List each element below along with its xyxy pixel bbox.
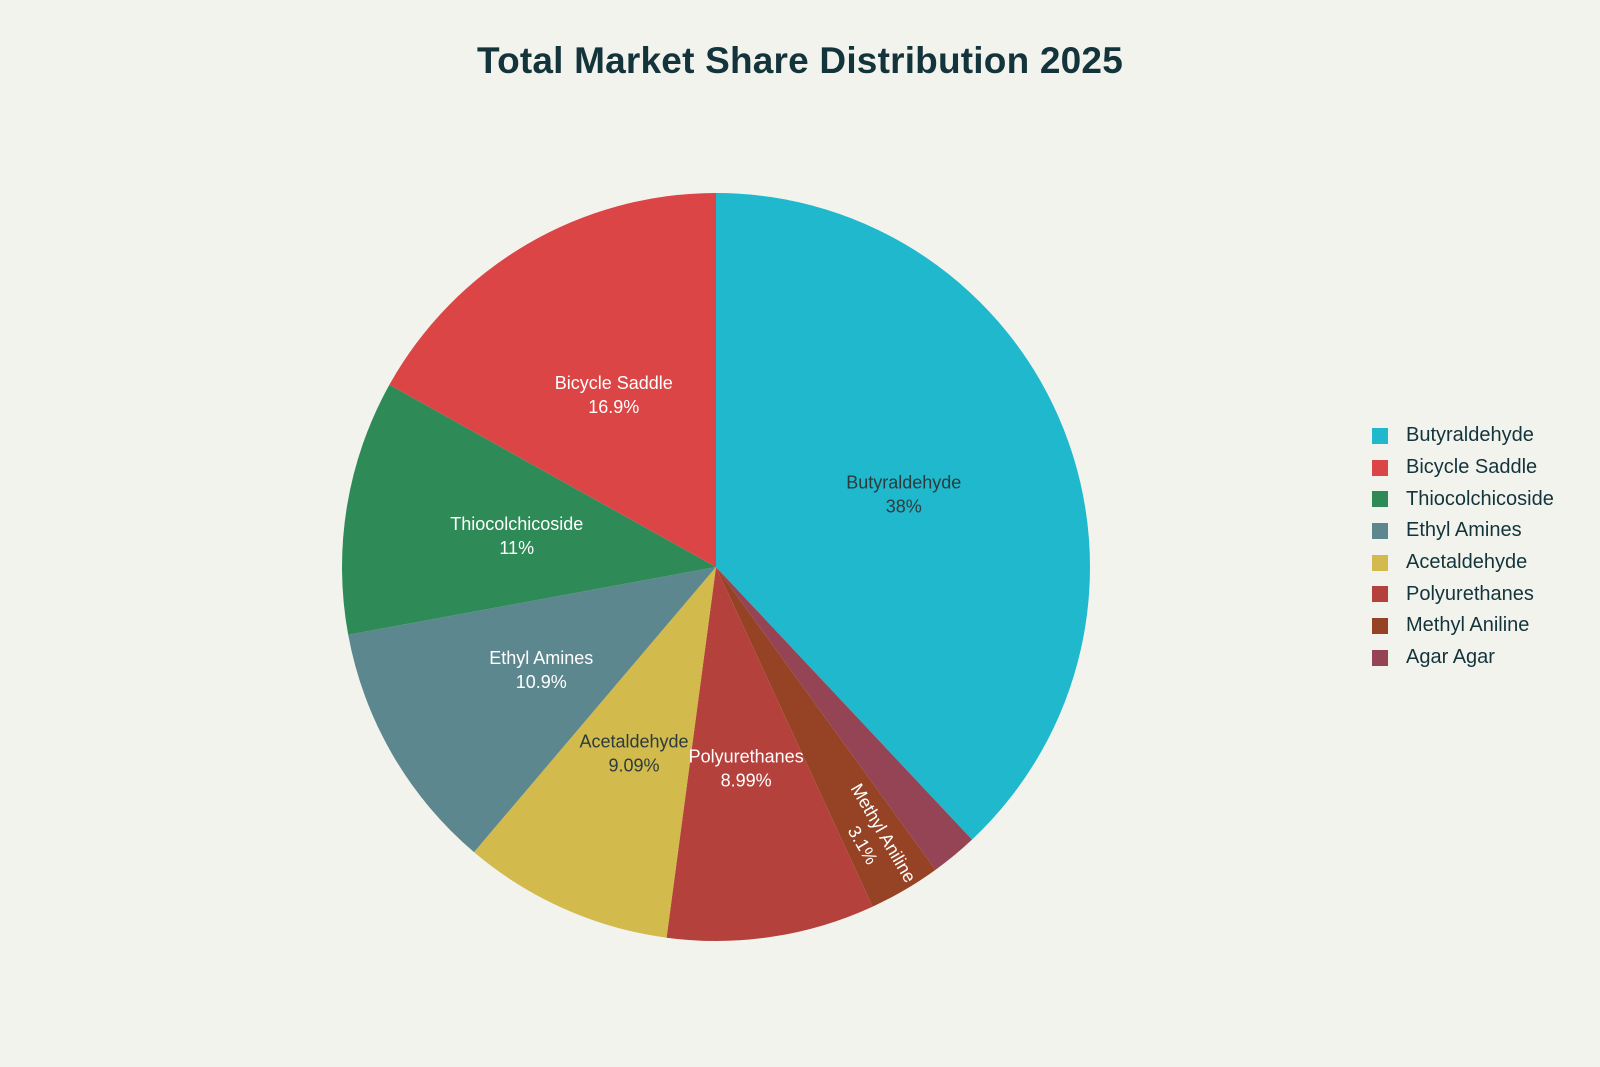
legend-label: Bicycle Saddle	[1406, 456, 1538, 479]
legend-label: Acetaldehyde	[1406, 551, 1528, 574]
legend-label: Thiocolchicoside	[1406, 487, 1554, 510]
slice-label-value: 9.09%	[608, 756, 659, 776]
slice-label-name: Butyraldehyde	[846, 473, 961, 493]
pie-slice-bicycle-saddle	[389, 192, 716, 567]
pie-slice-thiocolchicoside	[342, 384, 716, 635]
legend-item-thiocolchicoside[interactable]: Thiocolchicoside	[1372, 483, 1554, 515]
chart-title: Total Market Share Distribution 2025	[477, 40, 1123, 81]
legend-label: Ethyl Amines	[1406, 519, 1522, 542]
legend-swatch	[1372, 491, 1388, 508]
slice-label-polyurethanes: Polyurethanes 8.99%	[689, 747, 804, 791]
legend-label: Agar Agar	[1406, 646, 1495, 669]
slice-label-ethyl-amines: Ethyl Amines 10.9%	[489, 648, 593, 692]
slice-label-name: Ethyl Amines	[489, 648, 593, 668]
slice-label-acetaldehyde: Acetaldehyde 9.09%	[579, 732, 688, 776]
legend-item-polyurethanes[interactable]: Polyurethanes	[1372, 578, 1554, 610]
legend-label: Butyraldehyde	[1406, 424, 1534, 447]
slice-label-name: Bicycle Saddle	[555, 373, 673, 393]
chart-legend: Butyraldehyde Bicycle Saddle Thiocolchicos…	[1372, 420, 1554, 674]
legend-swatch	[1372, 522, 1388, 539]
legend-label: Polyurethanes	[1406, 582, 1534, 605]
slice-label-name: Acetaldehyde	[579, 732, 688, 752]
legend-item-ethyl-amines[interactable]: Ethyl Amines	[1372, 515, 1554, 547]
legend-swatch	[1372, 586, 1388, 603]
slice-label-value: 8.99%	[721, 771, 772, 791]
slice-label-value: 38%	[886, 497, 922, 517]
slice-label-thiocolchicoside: Thiocolchicoside 11%	[450, 514, 583, 558]
slice-label-butyraldehyde: Butyraldehyde 38%	[846, 473, 961, 517]
pie-slices	[342, 192, 1091, 941]
slice-label-name: Thiocolchicoside	[450, 514, 583, 534]
legend-swatch	[1372, 427, 1388, 444]
legend-item-agar-agar[interactable]: Agar Agar	[1372, 642, 1554, 674]
slice-label-value: 16.9%	[588, 397, 639, 417]
legend-item-acetaldehyde[interactable]: Acetaldehyde	[1372, 547, 1554, 579]
legend-swatch	[1372, 459, 1388, 476]
legend-item-methyl-aniline[interactable]: Methyl Aniline	[1372, 610, 1554, 642]
legend-label: Methyl Aniline	[1406, 614, 1530, 637]
pie-slice-acetaldehyde	[474, 567, 716, 938]
legend-item-butyraldehyde[interactable]: Butyraldehyde	[1372, 420, 1554, 452]
slice-label-name: Polyurethanes	[689, 747, 804, 767]
legend-swatch	[1372, 554, 1388, 571]
pie-slice-agar-agar	[716, 567, 973, 870]
legend-swatch	[1372, 617, 1388, 634]
slice-label-value: 10.9%	[516, 672, 567, 692]
pie-slice-butyraldehyde	[716, 193, 1091, 840]
pie-slice-polyurethanes	[666, 567, 873, 941]
slice-label-value: 11%	[499, 538, 534, 558]
pie-slice-ethyl-amines	[348, 567, 716, 853]
pie-slice-methyl-aniline	[716, 567, 936, 907]
legend-item-bicycle-saddle[interactable]: Bicycle Saddle	[1372, 452, 1554, 484]
slice-label-bicycle-saddle: Bicycle Saddle 16.9%	[555, 373, 673, 417]
legend-swatch	[1372, 649, 1388, 666]
